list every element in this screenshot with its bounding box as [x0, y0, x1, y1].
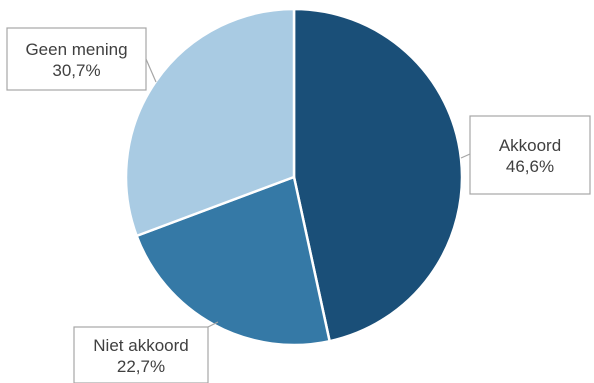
data-label-value-geen-mening: 30,7% — [52, 61, 100, 80]
data-label-name-akkoord: Akkoord — [499, 136, 561, 155]
data-label-name-geen-mening: Geen mening — [25, 40, 127, 59]
pie-slices — [124, 7, 464, 347]
pie-slice-akkoord — [292, 7, 464, 343]
data-label-value-niet-akkoord: 22,7% — [117, 357, 165, 376]
data-label-value-akkoord: 46,6% — [506, 157, 554, 176]
data-label-box-niet-akkoord — [73, 326, 209, 383]
data-label-name-niet-akkoord: Niet akkoord — [93, 336, 188, 355]
leader-line-niet-akkoord — [207, 321, 219, 328]
data-label-box-akkoord — [469, 115, 591, 195]
data-label-box-geen-mening — [6, 27, 147, 91]
leader-line-geen-mening — [145, 58, 157, 83]
leader-line-akkoord — [460, 153, 471, 159]
pie-labels: Akkoord 46,6% Niet akkoord 22,7% Geen mening… — [6, 27, 591, 383]
